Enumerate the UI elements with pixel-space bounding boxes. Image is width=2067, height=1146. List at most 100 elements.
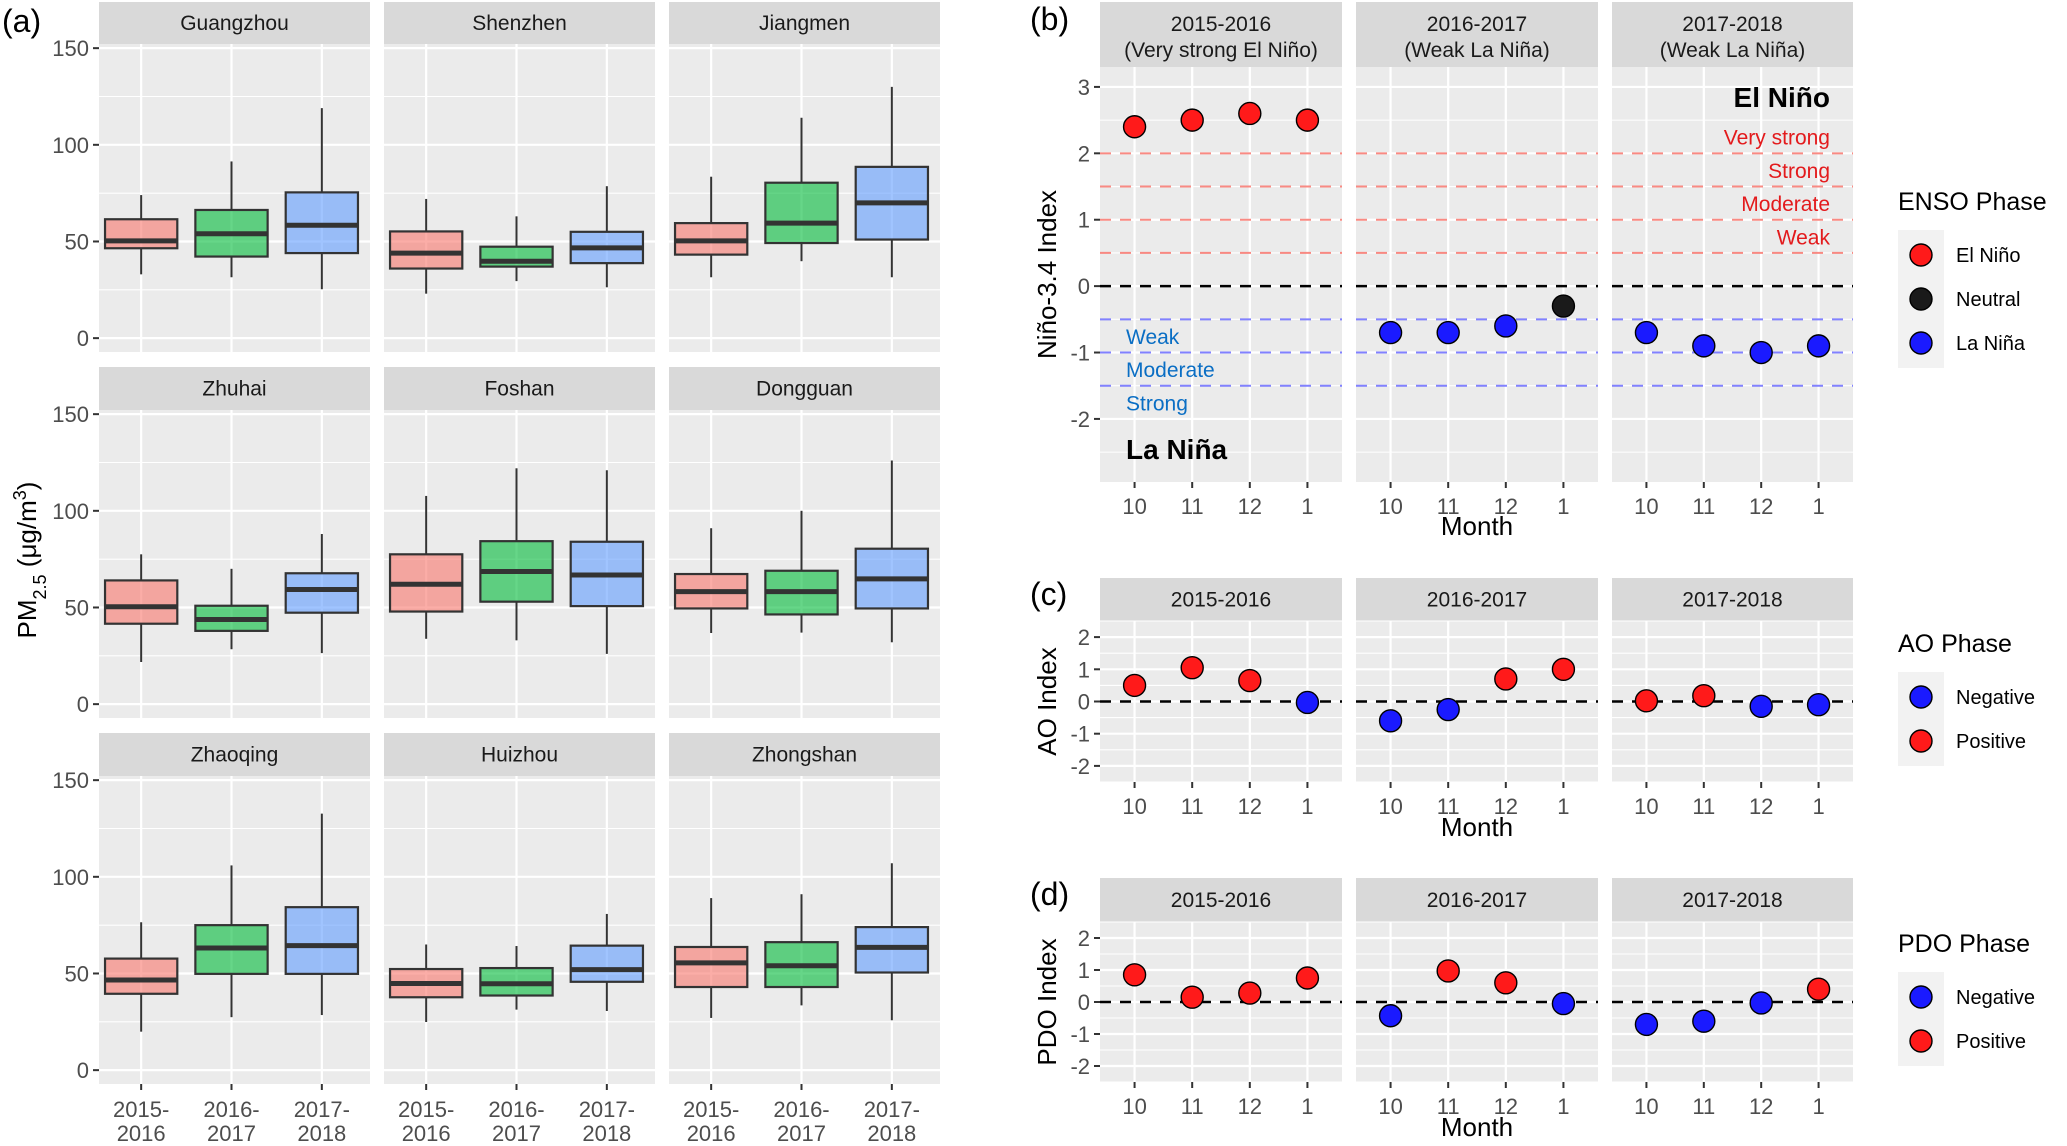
annotation-la-nina-level: Strong [1126,392,1188,415]
data-point [1692,334,1716,358]
x-tick-label: 11 [1181,794,1204,819]
x-tick-label: 10 [1634,794,1658,819]
data-point [1692,1009,1716,1033]
data-point [1551,294,1576,318]
x-tick-label: 12 [1749,794,1773,819]
y-tick-label: 0 [1078,690,1090,715]
box-2017-2018 [854,460,930,643]
panel-b: (b) 2015-2016(Very strong El Niño)10 11 12 1… [1030,1,2047,541]
y-tick-label: 2 [1078,625,1090,650]
box-iqr [103,957,179,995]
data-point [1378,320,1403,345]
x-axis-title: Month [1441,812,1513,842]
x-tick-label: 11 [1692,494,1715,519]
legend-swatch [1909,287,1933,311]
box-2015-2016 [673,176,749,278]
x-tick-label: 1 [1557,794,1569,819]
plot-background [1356,67,1598,482]
x-tick-label: 12 [1494,1094,1518,1119]
data-point [1238,981,1262,1005]
data-point [1238,101,1262,126]
plot-background [99,410,370,718]
y-tick-label: 3 [1078,75,1090,100]
x-tick-label: 1 [1812,1094,1824,1119]
box-2015-2016 [388,495,464,639]
facet-2016-2017: 2016-2017 10 11 12 1 [1356,878,1598,1119]
data-point [1122,673,1147,698]
y-tick-label: 0 [77,692,89,717]
x-tick-label: 2015- [398,1097,454,1122]
box-2015-2016 [103,195,179,275]
annotation-el-nino-level: Strong [1768,160,1830,183]
x-tick-label: 2016 [117,1121,166,1146]
data-point [1551,657,1576,681]
y-title-end: ) [12,482,42,491]
box-2017-2018 [854,863,930,1021]
facet-strip [1612,578,1853,621]
y-tick-label: 150 [52,768,89,793]
legend-b: ENSO Phase El Niño Neutral La Niña [1898,188,2047,368]
y-tick-label: 1 [1078,958,1090,983]
facet-strip [99,733,370,776]
legend-swatch [1909,985,1933,1009]
data-point [1551,991,1576,1016]
legend-swatch [1909,243,1933,267]
x-axis-title: Month [1441,1112,1513,1142]
legend-swatch [1909,331,1933,355]
data-point [1494,971,1518,995]
box-2016-2017 [194,568,269,650]
x-axis-title: Month [1441,511,1513,541]
facet-title: 2015-2016 [1171,589,1271,612]
facet-2017-2018: 2017-2018 (Weak La Niña) 10 11 12 1 [1612,2,1853,519]
facet-strip [99,367,370,410]
x-tick-label: 11 [1692,794,1715,819]
x-tick-label: 11 [1692,1094,1715,1119]
box-iqr [388,230,464,270]
legend-label: Negative [1956,687,2035,709]
y-tick-label: 1 [1078,657,1090,682]
plot-background [1612,67,1853,482]
data-point [1122,115,1147,139]
facet-strip [384,367,655,410]
facet-strip [1612,2,1853,67]
box-iqr [284,906,360,975]
box-2015-2016 [673,528,749,633]
x-tick-label: 1 [1301,1094,1313,1119]
box-2015-2016 [388,944,464,1023]
box-2016-2017 [764,894,839,1006]
legend-swatch [1909,685,1933,709]
x-tick-label: 1 [1301,494,1313,519]
y-axis-title: PDO Index [1032,938,1062,1065]
facet-strip [1100,578,1342,621]
panel-label-d: (d) [1030,876,1069,912]
x-tick-label: 2018 [582,1121,631,1146]
y-tick-label: -2 [1070,1054,1090,1079]
facet-title: Huizhou [481,744,558,767]
facet-zhuhai: Zhuhai 0 50 100 150 [52,367,370,718]
legend-label: Negative [1956,987,2035,1009]
y-tick-label: -1 [1070,722,1090,747]
y-tick-label: 0 [1078,274,1090,299]
facet-strip [1356,878,1598,922]
facet-title: Zhaoqing [191,744,279,767]
facet-subtitle: (Weak La Niña) [1404,39,1550,62]
x-tick-label: 2018 [867,1121,916,1146]
data-point [1806,977,1831,1001]
box-2016-2017 [764,510,839,633]
x-tick-label: 10 [1122,794,1146,819]
box-iqr [103,579,179,625]
x-tick-label: 10 [1122,1094,1146,1119]
y-tick-label: 150 [52,402,89,427]
data-point [1436,697,1460,722]
facet-2016-2017: 2016-2017 10 11 12 1 [1356,578,1598,819]
x-tick-label: 2017 [207,1121,256,1146]
facet-jiangmen: Jiangmen [669,2,940,352]
facet-strip [384,733,655,776]
facet-2015-2016: 2015-2016(Very strong El Niño)10 11 12 1-2-… [1070,2,1342,519]
facet-strip [99,2,370,44]
facet-dongguan: Dongguan [669,367,940,718]
